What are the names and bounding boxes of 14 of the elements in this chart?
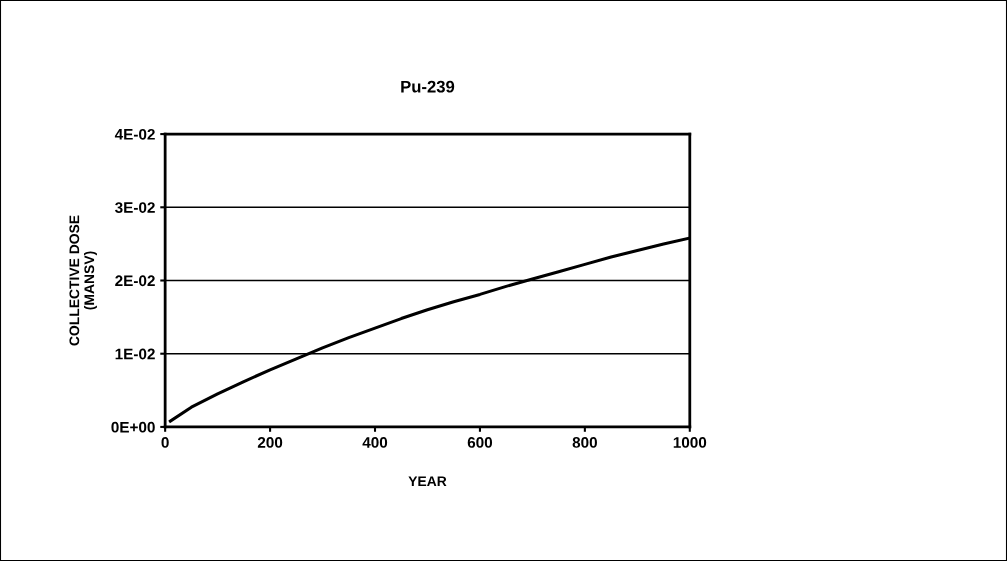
x-tick-label: 800 [572,437,597,448]
x-tick-label: 1000 [673,437,707,448]
x-axis-title: YEAR [408,476,447,486]
x-tick-label: 600 [467,437,493,448]
x-tick-label: 400 [362,437,388,448]
y-axis-title: COLLECTIVE DOSE (MANSV) [69,215,97,346]
y-tick-label: 2E-02 [115,275,155,287]
y-tick-label: 3E-02 [115,202,155,213]
y-tick-label: 0E+00 [111,421,155,433]
y-tick-label: 4E-02 [114,128,155,140]
x-tick-label: 200 [257,437,283,448]
y-tick-label: 1E-02 [115,348,155,360]
x-tick-label: 0 [161,437,169,448]
chart-title: Pu-239 [401,80,455,93]
